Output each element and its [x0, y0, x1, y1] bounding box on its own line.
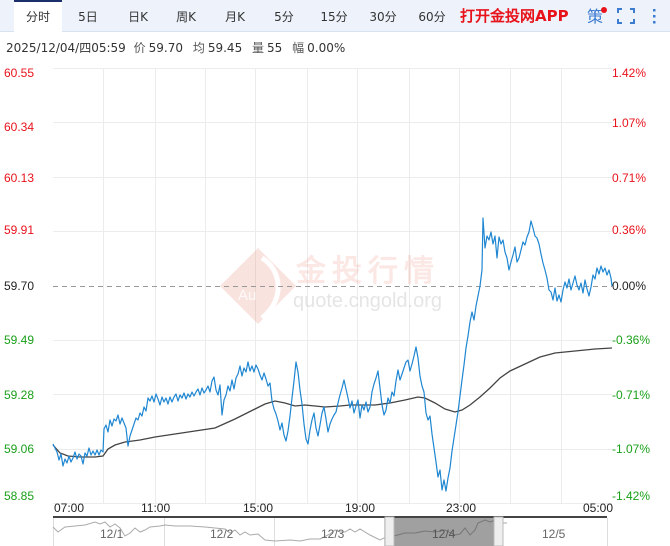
price-value: 59.70 — [148, 41, 183, 55]
avg-label: 均 — [192, 41, 205, 55]
change-value: 0.00% — [307, 41, 346, 55]
quote-info-line: 2025/12/04/四05:59 价 59.70 均 59.45 量 55 幅 0.0… — [6, 39, 351, 56]
navigator-right-handle[interactable] — [493, 516, 504, 546]
y-left-tick: 60.55 — [4, 66, 35, 80]
horizontal-gridlines — [53, 68, 612, 504]
tab-weekly-k[interactable]: 周K — [176, 10, 196, 24]
period-tab-bar: 分时 5日 日K 周K 月K 5分 15分 30分 60分 打开金投网APP 策 — [0, 0, 670, 33]
change-label: 幅 — [292, 41, 305, 55]
x-tick: 19:00 — [345, 501, 376, 515]
fullscreen-icon[interactable] — [617, 8, 635, 24]
navigator-date: 12/4 — [432, 527, 456, 541]
navigator-selected-line — [393, 519, 497, 537]
navigator-date: 12/1 — [100, 527, 124, 541]
open-app-link[interactable]: 打开金投网APP — [460, 7, 569, 25]
tab-15min[interactable]: 15分 — [320, 10, 348, 24]
y-right-tick: -0.71% — [612, 388, 651, 402]
vertical-gridlines — [103, 68, 562, 503]
tab-monthly-k[interactable]: 月K — [225, 10, 245, 24]
quote-datetime: 2025/12/04/四05:59 — [6, 41, 126, 55]
y-right-tick: -1.42% — [612, 489, 651, 503]
y-left-tick: 59.49 — [4, 333, 35, 347]
strategy-button[interactable]: 策 — [587, 7, 604, 26]
navigator-left-handle[interactable] — [384, 516, 395, 546]
y-right-tick: 1.42% — [612, 66, 647, 80]
volume-label: 量 — [252, 41, 265, 55]
tab-60min[interactable]: 60分 — [418, 10, 446, 24]
y-right-tick: -1.07% — [612, 442, 651, 456]
y-left-tick: 59.28 — [4, 388, 35, 402]
watermark-logo-text: Au — [238, 287, 256, 304]
y-left-tick: 60.13 — [4, 171, 35, 185]
y-right-tick: 1.07% — [612, 116, 647, 130]
x-tick: 07:00 — [54, 501, 85, 515]
navigator-date: 12/2 — [210, 527, 234, 541]
navigator-overview-line — [52, 521, 387, 542]
watermark-brand: 金投行情 — [296, 254, 440, 289]
x-tick: 05:00 — [583, 501, 614, 515]
tab-daily-k[interactable]: 日K — [128, 10, 148, 24]
x-tick: 23:00 — [446, 501, 477, 515]
price-line — [52, 217, 613, 492]
more-vertical-icon[interactable] — [648, 6, 660, 26]
y-right-tick: 0.71% — [612, 171, 647, 185]
notification-dot-icon — [601, 7, 607, 13]
navigator-date: 12/3 — [321, 527, 345, 541]
y-left-tick: 59.06 — [4, 442, 35, 456]
y-left-tick: 59.70 — [4, 279, 35, 293]
tab-5min[interactable]: 5分 — [274, 10, 294, 24]
y-right-tick: 0.00% — [612, 279, 647, 293]
tab-intraday[interactable]: 分时 — [14, 0, 62, 33]
y-left-tick: 60.34 — [4, 120, 35, 134]
y-right-tick: -0.36% — [612, 333, 651, 347]
x-tick: 11:00 — [141, 501, 171, 515]
tab-5day[interactable]: 5日 — [78, 10, 98, 24]
y-left-tick: 59.91 — [4, 223, 35, 237]
y-left-tick: 58.85 — [4, 489, 35, 503]
volume-value: 55 — [267, 41, 283, 55]
tab-30min[interactable]: 30分 — [369, 10, 397, 24]
watermark-logo-icon — [220, 248, 296, 324]
price-label: 价 — [133, 41, 146, 55]
avg-price-line — [52, 347, 613, 458]
avg-value: 59.45 — [207, 41, 243, 55]
watermark-url: quote.cngold.org — [293, 290, 443, 312]
navigator-date: 12/5 — [542, 527, 566, 541]
y-right-tick: 0.36% — [612, 223, 647, 237]
x-tick: 15:00 — [243, 501, 274, 515]
